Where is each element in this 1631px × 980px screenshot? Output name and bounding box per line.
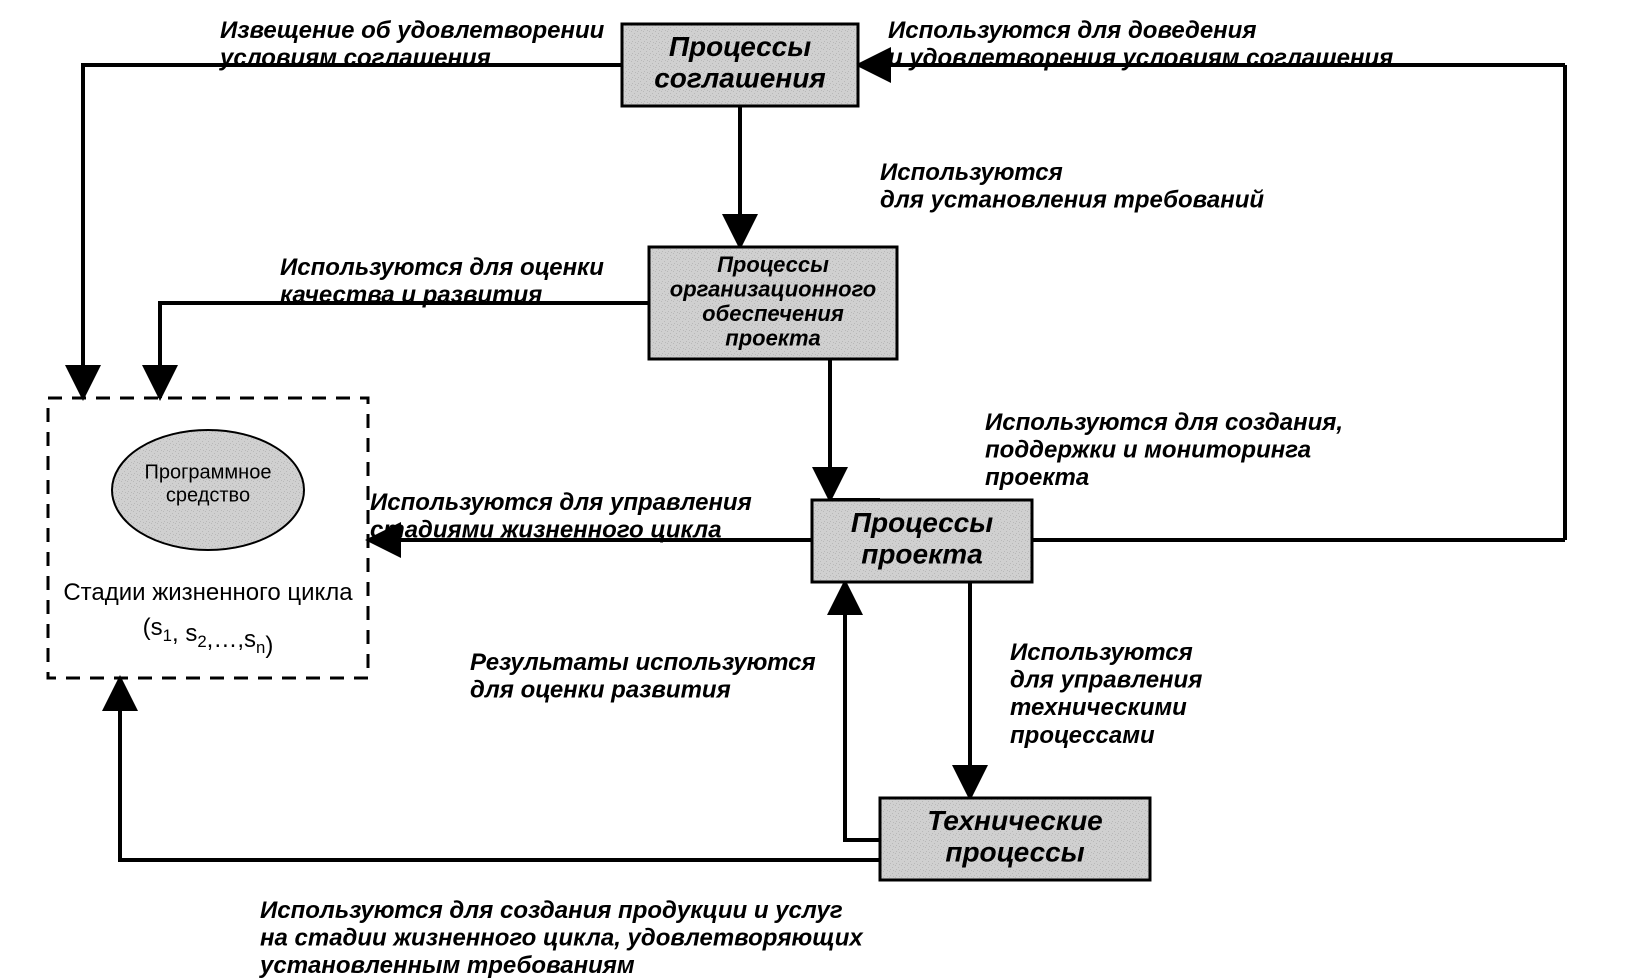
edge-label: Используются для оценкикачества и развит… [280,254,604,309]
edge-e_agree_left [83,65,622,398]
edge-e_tech_left_bottom [120,678,880,860]
caption-lifecycle_formula: (s1, s2,…,sn) [143,614,274,659]
edge-label: Результаты используютсядля оценки развит… [470,649,816,704]
edge-label: Используются для управлениястадиями жизн… [370,489,752,544]
process-diagram: Извещение об удовлетворенииусловиям согл… [0,0,1631,980]
node-label-agreement: Процессысоглашения [654,31,826,93]
edge-label: Используются для создания,поддержки и мо… [985,409,1343,491]
edge-label: Используются для создания продукции и ус… [259,897,864,979]
edge-e_tech_up_project [845,582,880,840]
edge-label: Используютсядля управлениятехническимипр… [1010,639,1202,749]
edge-label: Используются для доведенияи удовлетворен… [888,17,1393,72]
edge-label: Используютсядля установления требований [880,159,1264,214]
node-label-project: Процессыпроекта [851,507,993,569]
edges-layer: Извещение об удовлетворенииусловиям согл… [83,17,1565,979]
node-label-tech: Техническиепроцессы [927,805,1103,867]
edge-e_org_left [160,303,649,398]
caption-lifecycle_caption: Стадии жизненного цикла [63,579,353,606]
